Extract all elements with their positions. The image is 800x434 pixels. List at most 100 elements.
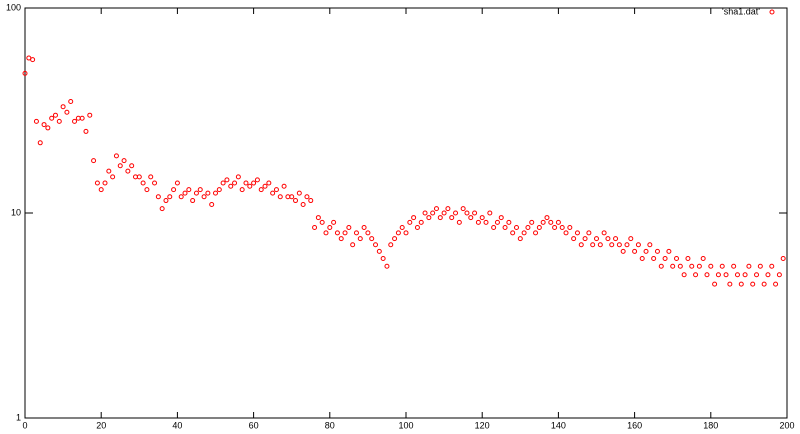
point	[152, 180, 158, 186]
point	[738, 281, 744, 287]
point	[273, 187, 279, 193]
point	[700, 255, 706, 261]
point	[174, 180, 180, 186]
y-tick-label: 1	[16, 412, 21, 422]
legend-marker	[769, 9, 775, 15]
point	[235, 174, 241, 180]
point	[578, 242, 584, 248]
point	[56, 118, 62, 124]
point	[338, 236, 344, 242]
point	[632, 248, 638, 254]
point	[479, 215, 485, 221]
point	[605, 236, 611, 242]
point	[369, 236, 375, 242]
point	[750, 281, 756, 287]
point	[197, 187, 203, 193]
point	[502, 224, 508, 230]
point	[674, 255, 680, 261]
point	[373, 242, 379, 248]
legend-label: 'sha1.dat'	[722, 6, 760, 16]
point	[110, 174, 116, 180]
point	[430, 210, 436, 216]
point	[513, 224, 519, 230]
point	[83, 128, 89, 134]
point	[129, 163, 135, 169]
point	[30, 57, 36, 63]
point	[94, 180, 100, 186]
point	[193, 190, 199, 196]
point	[41, 122, 47, 128]
point	[220, 180, 226, 186]
point	[647, 242, 653, 248]
point	[357, 236, 363, 242]
x-tick-label: 60	[249, 420, 259, 430]
point	[209, 202, 215, 208]
point	[708, 263, 714, 269]
point	[72, 118, 78, 124]
x-tick-label: 180	[703, 420, 718, 430]
point	[544, 215, 550, 221]
point	[106, 168, 112, 174]
point	[594, 236, 599, 242]
point	[548, 219, 554, 225]
point	[719, 263, 725, 269]
point	[597, 242, 603, 248]
point	[586, 230, 592, 236]
point	[289, 194, 295, 200]
point	[49, 115, 55, 121]
point	[68, 98, 74, 104]
point	[293, 198, 299, 204]
point	[693, 272, 699, 278]
point	[654, 248, 660, 254]
point	[704, 272, 710, 278]
point	[426, 215, 432, 221]
point	[712, 281, 718, 287]
y-tick-label: 100	[6, 2, 21, 12]
point	[308, 198, 314, 204]
point	[723, 272, 729, 278]
point	[277, 194, 283, 200]
x-tick-label: 200	[779, 420, 794, 430]
point	[262, 183, 268, 189]
x-tick-label: 120	[475, 420, 490, 430]
point	[418, 219, 424, 225]
point	[754, 272, 760, 278]
point	[643, 248, 649, 254]
point	[533, 230, 539, 236]
point	[765, 272, 771, 278]
x-tick-label: 140	[551, 420, 566, 430]
point	[517, 236, 523, 242]
point	[460, 206, 466, 212]
point	[742, 272, 748, 278]
point	[582, 236, 588, 242]
point	[353, 230, 359, 236]
point	[441, 210, 447, 216]
point	[239, 187, 245, 193]
point	[159, 206, 165, 212]
point	[392, 236, 398, 242]
point	[182, 190, 188, 196]
point	[658, 263, 664, 269]
point	[304, 194, 310, 200]
point	[567, 224, 573, 230]
point	[731, 263, 737, 269]
point	[113, 153, 119, 159]
point	[319, 219, 325, 225]
point	[487, 210, 493, 216]
point	[155, 194, 161, 200]
plot-border	[24, 7, 788, 419]
point	[670, 263, 676, 269]
point	[365, 230, 371, 236]
point	[635, 242, 641, 248]
point	[525, 224, 531, 230]
point	[498, 215, 504, 221]
point	[380, 255, 386, 261]
point	[677, 263, 683, 269]
point	[403, 230, 409, 236]
point	[258, 187, 264, 193]
point	[666, 248, 672, 254]
x-tick-label: 20	[96, 420, 106, 430]
point	[254, 177, 260, 183]
point	[144, 187, 150, 193]
